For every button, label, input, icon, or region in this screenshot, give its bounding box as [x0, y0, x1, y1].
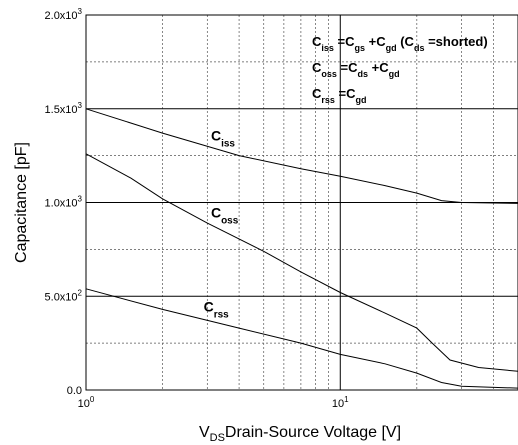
series-label-main: C: [204, 298, 214, 314]
equation-sub: iss: [321, 43, 334, 53]
equation-line: Ciss =Cgs +Cgd (Cds =shorted): [312, 34, 488, 53]
equation-sub: ds: [358, 69, 369, 79]
curves: [85, 108, 518, 389]
equation-text: +C: [365, 34, 386, 49]
y-tick-base: 1.5x10: [45, 104, 78, 116]
equation-text: (C: [397, 34, 415, 49]
series-label-main: C: [211, 128, 221, 144]
x-tick-label: 100: [78, 395, 95, 410]
y-tick-base: 1.0x10: [45, 198, 78, 210]
equation-sub: gs: [355, 43, 366, 53]
equation-text: =shorted): [424, 34, 487, 49]
y-tick-label: 5.0x102: [45, 288, 83, 303]
series-label-coss: Coss: [211, 205, 239, 227]
legend-equations: Ciss =Cgs +Cgd (Cds =shorted)Coss =Cds +…: [312, 34, 488, 105]
x-tick-exp: 1: [344, 395, 349, 404]
x-axis-title-sub: DS: [210, 432, 225, 444]
equation-line: Crss =Cgd: [312, 86, 367, 105]
y-tick-label: 2.0x103: [45, 7, 83, 22]
x-axis-title-rest: Drain-Source Voltage [V]: [225, 424, 401, 441]
x-tick-exp: 0: [90, 395, 95, 404]
equation-text: =C: [335, 86, 356, 101]
equation-sub: oss: [321, 69, 337, 79]
y-tick-label: 1.0x103: [45, 195, 83, 210]
equation-text: +C: [368, 60, 389, 75]
equation-line: Coss =Cds +Cgd: [312, 60, 400, 79]
x-axis-title-main: V: [199, 424, 210, 441]
x-tick-base: 10: [78, 398, 90, 410]
series-label-sub: oss: [221, 216, 239, 227]
series-label-sub: iss: [221, 139, 235, 150]
y-tick-exp: 3: [78, 7, 83, 16]
y-tick-base: 5.0x10: [45, 291, 78, 303]
x-tick-base: 10: [332, 398, 344, 410]
series-label-crss: Crss: [204, 298, 230, 320]
y-tick-label: 1.5x103: [45, 101, 83, 116]
y-tick-exp: 3: [78, 195, 83, 204]
equation-sub: gd: [356, 95, 367, 105]
series-line-ciss: [85, 108, 518, 204]
grid: [86, 15, 518, 390]
series-label-main: C: [211, 205, 221, 221]
equation-sub: ds: [414, 43, 425, 53]
y-axis-title: Capacitance [pF]: [13, 142, 30, 263]
series-line-coss: [85, 153, 518, 372]
equation-sub: rss: [321, 95, 335, 105]
equation-text: =C: [337, 60, 358, 75]
equation-sub: gd: [389, 69, 400, 79]
y-tick-exp: 2: [78, 288, 83, 297]
series-line-crss: [85, 288, 518, 389]
y-tick-base: 2.0x10: [45, 10, 78, 22]
equation-sub: gd: [386, 43, 397, 53]
x-axis-title: VDSDrain-Source Voltage [V]: [199, 424, 401, 444]
y-tick-label: 0.0: [67, 385, 82, 397]
plot-frame: [85, 14, 518, 391]
series-label-ciss: Ciss: [211, 128, 235, 150]
series-label-sub: rss: [214, 309, 229, 320]
equation-text: C: [312, 60, 322, 75]
y-tick-exp: 3: [78, 101, 83, 110]
x-tick-label: 101: [332, 395, 349, 410]
equation-text: C: [312, 34, 322, 49]
equation-text: C: [312, 86, 322, 101]
equation-text: =C: [334, 34, 355, 49]
